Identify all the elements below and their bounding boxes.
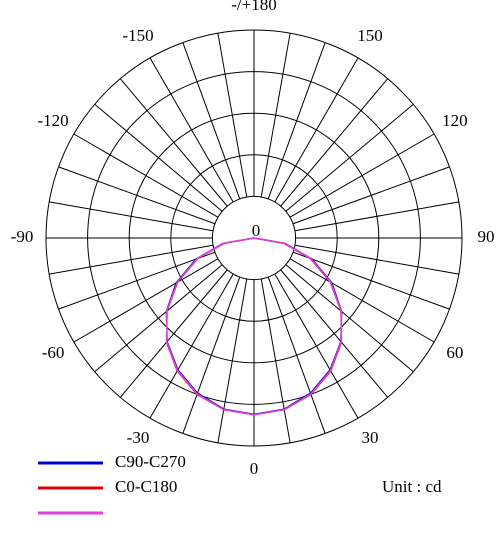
- spoke: [267, 42, 326, 200]
- spoke: [119, 78, 228, 207]
- unit-label: Unit : cd: [382, 477, 442, 496]
- intensity-curve: [165, 237, 343, 416]
- spoke: [58, 251, 216, 310]
- angle-tick-label: -/+180: [231, 0, 276, 14]
- angle-tick-label: -150: [122, 26, 153, 45]
- spoke: [285, 264, 414, 373]
- angle-tick-label: 60: [446, 343, 463, 362]
- angle-tick-label: 30: [362, 428, 379, 447]
- spoke: [274, 57, 359, 203]
- angle-tick-label: 120: [442, 111, 468, 130]
- spoke: [149, 273, 234, 419]
- spoke: [260, 33, 291, 198]
- spoke: [94, 264, 223, 373]
- spoke: [119, 269, 228, 398]
- spoke: [182, 42, 241, 200]
- spoke: [217, 33, 248, 198]
- spoke: [289, 133, 435, 218]
- spoke: [292, 251, 450, 310]
- angle-tick-label: -90: [11, 227, 34, 246]
- spoke: [94, 103, 223, 212]
- angle-tick-label: -30: [127, 428, 150, 447]
- spoke: [260, 278, 291, 443]
- legend-label: C0-C180: [115, 477, 177, 496]
- center-label: 0: [252, 221, 261, 240]
- spoke: [49, 244, 214, 275]
- spoke: [294, 244, 459, 275]
- spoke: [73, 133, 219, 218]
- legend-label: C90-C270: [115, 452, 186, 471]
- angle-tick-label: -120: [37, 111, 68, 130]
- spoke: [49, 201, 214, 232]
- angle-tick-label: 0: [250, 459, 259, 478]
- spoke: [289, 258, 435, 343]
- spoke: [280, 269, 389, 398]
- spoke: [292, 166, 450, 225]
- spoke: [217, 278, 248, 443]
- spoke: [274, 273, 359, 419]
- angle-tick-label: 150: [357, 26, 383, 45]
- spoke: [58, 166, 216, 225]
- spoke: [73, 258, 219, 343]
- spoke: [149, 57, 234, 203]
- angle-tick-label: -60: [42, 343, 65, 362]
- spoke: [294, 201, 459, 232]
- spoke: [285, 103, 414, 212]
- spoke: [182, 276, 241, 434]
- spoke: [280, 78, 389, 207]
- angle-tick-label: 90: [478, 227, 495, 246]
- spoke: [267, 276, 326, 434]
